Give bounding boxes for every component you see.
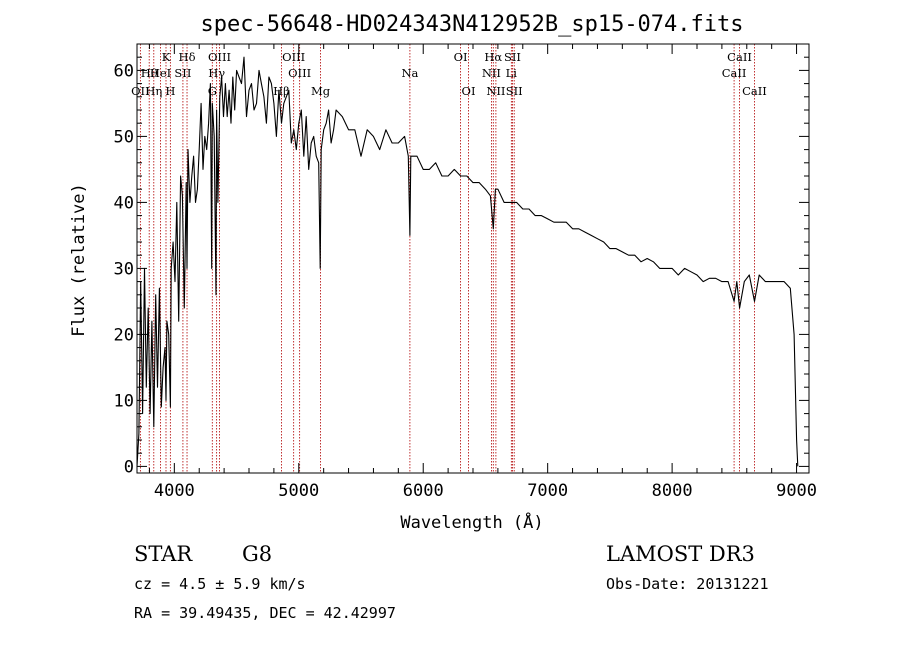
spectrum-series-line bbox=[136, 56, 799, 467]
line-label: Mg bbox=[311, 84, 331, 98]
line-label: Hη bbox=[145, 84, 162, 98]
redshift-text: cz = 4.5 ± 5.9 km/s bbox=[134, 575, 306, 593]
line-label: HeI bbox=[150, 66, 171, 80]
line-label: Na bbox=[401, 66, 418, 80]
line-label: OII bbox=[131, 84, 150, 98]
y-axis-ticks: 0 10 20 30 40 50 60 bbox=[114, 56, 809, 477]
line-label: NII bbox=[486, 84, 505, 98]
line-label: OIII bbox=[282, 50, 305, 64]
coordinates-text: RA = 39.49435, DEC = 42.42997 bbox=[134, 604, 396, 622]
x-tick-label: 9000 bbox=[776, 481, 817, 501]
obs-date-text: Obs-Date: 20131221 bbox=[606, 575, 769, 593]
line-label: Hδ bbox=[179, 50, 196, 64]
line-label: SII bbox=[506, 84, 523, 98]
class-label: STAR bbox=[134, 542, 193, 566]
line-label: CaII bbox=[742, 84, 767, 98]
info-panel: STAR G8 LAMOST DR3 cz = 4.5 ± 5.9 km/s O… bbox=[134, 542, 769, 622]
line-label: Hβ bbox=[273, 84, 290, 98]
x-axis-label: Wavelength (Å) bbox=[400, 511, 543, 533]
line-markers bbox=[139, 44, 755, 473]
line-label: OI bbox=[454, 50, 468, 64]
x-axis-ticks: 4000 5000 6000 7000 8000 9000 bbox=[148, 44, 817, 501]
y-tick-label: 20 bbox=[114, 325, 134, 345]
y-tick-label: 30 bbox=[114, 259, 134, 279]
line-label: OIII bbox=[208, 50, 231, 64]
y-axis-label: Flux (relative) bbox=[69, 183, 89, 337]
y-tick-label: 50 bbox=[114, 127, 134, 147]
y-tick-label: 10 bbox=[114, 391, 134, 411]
line-label: OIII bbox=[288, 66, 311, 80]
plot-frame bbox=[136, 43, 810, 474]
line-label: SII bbox=[504, 50, 521, 64]
y-tick-label: 0 bbox=[124, 457, 134, 477]
x-tick-label: 6000 bbox=[403, 481, 444, 501]
line-label: Li bbox=[506, 66, 518, 80]
line-label: OI bbox=[462, 84, 476, 98]
line-label: CaII bbox=[727, 50, 752, 64]
x-tick-label: 5000 bbox=[278, 481, 319, 501]
subclass-label: G8 bbox=[242, 542, 272, 566]
line-label: Hγ bbox=[208, 66, 225, 80]
line-label: CaII bbox=[722, 66, 747, 80]
line-label: G bbox=[208, 84, 217, 98]
y-tick-label: 40 bbox=[114, 193, 134, 213]
x-tick-label: 4000 bbox=[154, 481, 195, 501]
line-label: SII bbox=[174, 66, 191, 80]
line-label: Hα bbox=[484, 50, 502, 64]
x-tick-label: 8000 bbox=[652, 481, 693, 501]
x-tick-label: 7000 bbox=[527, 481, 568, 501]
line-label: K bbox=[162, 50, 171, 64]
chart-title: spec-56648-HD024343N412952B_sp15-074.fit… bbox=[200, 12, 743, 37]
line-label: H bbox=[165, 84, 175, 98]
survey-label: LAMOST DR3 bbox=[606, 542, 755, 566]
y-tick-label: 60 bbox=[114, 61, 134, 81]
line-label: NII bbox=[482, 66, 501, 80]
line-label: Hθ bbox=[141, 66, 158, 80]
